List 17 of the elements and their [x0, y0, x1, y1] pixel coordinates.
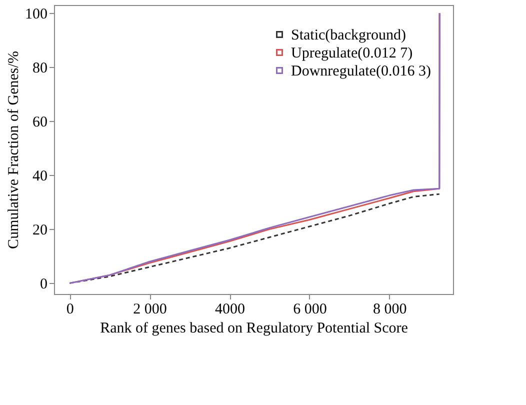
y-tick-label: 100	[25, 6, 48, 23]
x-tick-label: 8 000	[373, 302, 407, 318]
y-tick-label: 40	[32, 168, 48, 185]
x-tick-label: 6 000	[293, 302, 327, 318]
y-axis-title: Cumulative Fraction of Genes/%	[6, 51, 22, 249]
x-tick-label: 0	[66, 302, 74, 318]
x-tick-label: 2 000	[133, 302, 167, 318]
y-tick-label: 80	[32, 60, 48, 77]
legend-label: Static(background)	[291, 28, 406, 44]
line-series	[68, 193, 440, 284]
y-tick-label: 20	[32, 222, 48, 239]
y-tick-label: 0	[40, 276, 48, 293]
x-axis-title: Rank of genes based on Regulatory Potential Score	[100, 320, 408, 336]
x-tick-label: 4000	[215, 302, 246, 318]
legend-label: Downregulate(0.016 3)	[291, 64, 431, 80]
y-tick-label: 60	[32, 114, 48, 131]
legend-label: Upregulate(0.012 7)	[291, 46, 413, 62]
